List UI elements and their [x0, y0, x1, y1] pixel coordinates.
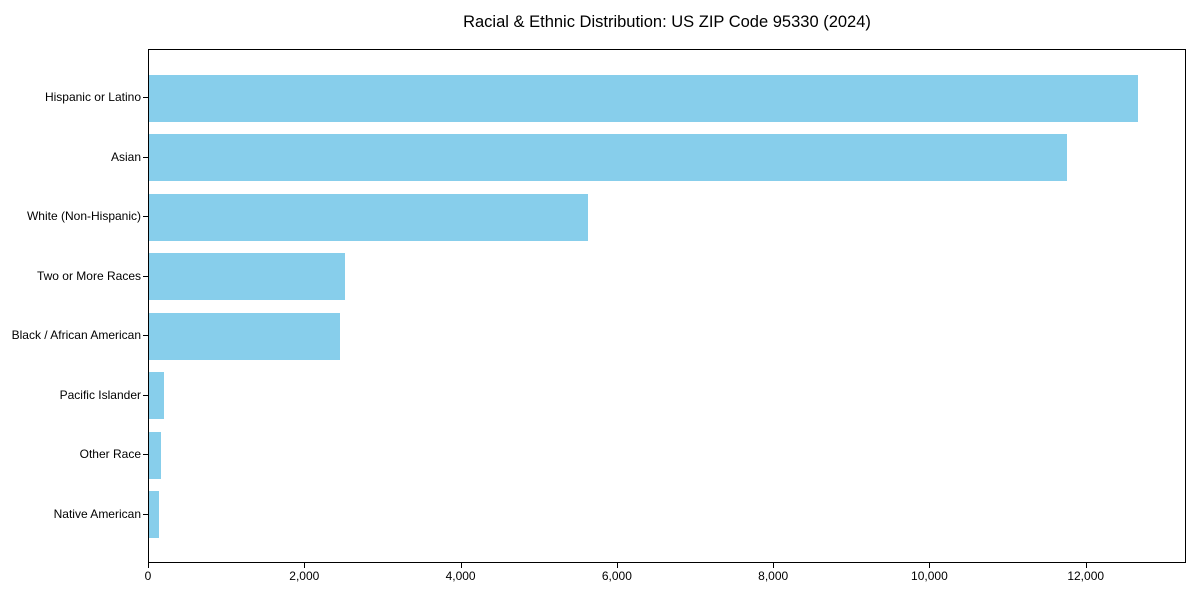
- x-tick-mark: [304, 563, 306, 568]
- bar-asian: [149, 134, 1068, 181]
- bar-black-african-american: [149, 312, 340, 360]
- bar-pacific-islander: [149, 372, 164, 419]
- y-tick-label-asian: Asian: [110, 149, 141, 164]
- bar-hispanic-or-latino: [149, 74, 1138, 122]
- x-tick-label: 2,000: [289, 569, 320, 583]
- x-tick-label: 4,000: [445, 569, 476, 583]
- y-tick-label-native-american: Native American: [53, 506, 141, 521]
- y-tick-label-two-or-more-races: Two or More Races: [36, 268, 141, 283]
- y-tick-mark: [143, 454, 148, 455]
- x-tick-label: 10,000: [911, 569, 948, 583]
- x-tick-mark: [460, 563, 462, 568]
- x-tick-mark: [148, 563, 149, 568]
- y-tick-label-pacific-islander: Pacific Islander: [59, 387, 141, 402]
- x-tick-mark: [1085, 563, 1087, 568]
- x-tick-mark: [929, 563, 931, 568]
- x-tick-label: 6,000: [601, 569, 632, 583]
- x-tick-mark: [773, 563, 775, 568]
- y-tick-label-other-race: Other Race: [79, 447, 141, 461]
- y-tick-mark: [143, 216, 148, 217]
- y-tick-mark: [143, 275, 148, 277]
- y-tick-mark: [143, 156, 148, 158]
- chart-title: Racial & Ethnic Distribution: US ZIP Cod…: [463, 13, 871, 31]
- x-tick-label: 8,000: [758, 569, 789, 583]
- y-tick-mark: [143, 394, 148, 396]
- bar-native-american: [149, 491, 160, 538]
- y-tick-label-hispanic-or-latino: Hispanic or Latino: [44, 90, 141, 104]
- bar-white-non-hispanic: [149, 193, 589, 241]
- y-tick-mark: [143, 513, 148, 515]
- y-tick-label-black-african-american: Black / African American: [11, 328, 141, 342]
- y-tick-mark: [143, 97, 148, 98]
- x-tick-label: 0: [144, 569, 152, 583]
- x-tick-label: 12,000: [1067, 569, 1105, 583]
- y-tick-label-white-non-hispanic: White (Non-Hispanic): [26, 209, 141, 223]
- y-tick-mark: [143, 335, 148, 336]
- bar-two-or-more-races: [149, 253, 346, 300]
- bar-other-race: [149, 431, 161, 479]
- x-tick-mark: [616, 563, 618, 568]
- plot-area: [148, 49, 1186, 563]
